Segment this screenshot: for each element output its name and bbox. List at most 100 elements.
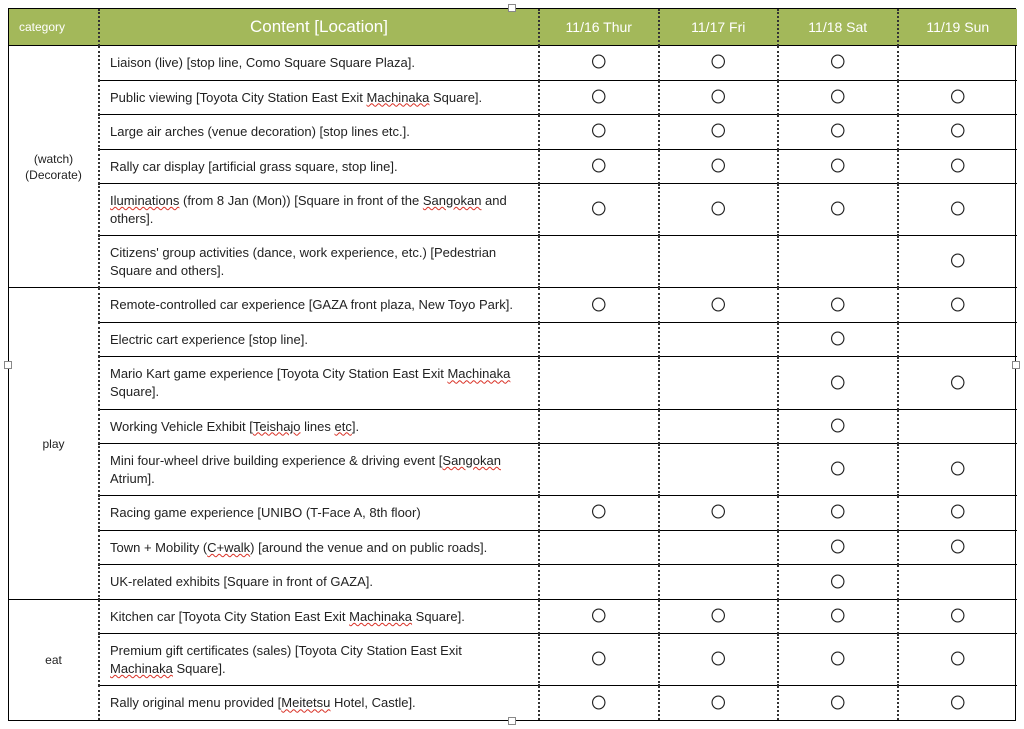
day-cell: 〇 <box>898 634 1018 686</box>
day-cell: 〇 <box>659 46 779 81</box>
col-header-day-3: 11/19 Sun <box>898 9 1018 46</box>
day-cell: 〇 <box>898 184 1018 236</box>
day-cell: 〇 <box>778 634 898 686</box>
table-row: eatKitchen car [Toyota City Station East… <box>9 599 1017 634</box>
col-header-day-1: 11/17 Fri <box>659 9 779 46</box>
day-cell: 〇 <box>898 236 1018 288</box>
day-cell: 〇 <box>898 599 1018 634</box>
table-row: UK-related exhibits [Square in front of … <box>9 565 1017 600</box>
day-cell: 〇 <box>539 149 659 184</box>
day-cell <box>539 565 659 600</box>
content-cell: Electric cart experience [stop line]. <box>99 322 539 357</box>
day-cell <box>659 565 779 600</box>
day-cell: 〇 <box>539 288 659 323</box>
day-cell <box>898 46 1018 81</box>
content-cell: Town + Mobility (C+walk) [around the ven… <box>99 530 539 565</box>
day-cell: 〇 <box>778 115 898 150</box>
col-header-category: category <box>9 9 99 46</box>
col-header-content: Content [Location] <box>99 9 539 46</box>
day-cell: 〇 <box>539 599 659 634</box>
day-cell: 〇 <box>778 599 898 634</box>
day-cell <box>659 236 779 288</box>
content-cell: Remote-controlled car experience [GAZA f… <box>99 288 539 323</box>
day-cell: 〇 <box>539 184 659 236</box>
day-cell: 〇 <box>778 46 898 81</box>
day-cell <box>539 322 659 357</box>
day-cell: 〇 <box>898 115 1018 150</box>
day-cell: 〇 <box>659 496 779 531</box>
day-cell: 〇 <box>778 686 898 720</box>
content-cell: UK-related exhibits [Square in front of … <box>99 565 539 600</box>
table-row: playRemote-controlled car experience [GA… <box>9 288 1017 323</box>
header-row: category Content [Location] 11/16 Thur 1… <box>9 9 1017 46</box>
table-row: Electric cart experience [stop line].〇 <box>9 322 1017 357</box>
day-cell: 〇 <box>898 444 1018 496</box>
day-cell <box>539 409 659 444</box>
table-row: Premium gift certificates (sales) [Toyot… <box>9 634 1017 686</box>
day-cell <box>659 357 779 409</box>
content-cell: Mario Kart game experience [Toyota City … <box>99 357 539 409</box>
day-cell: 〇 <box>778 530 898 565</box>
resize-handle-left[interactable] <box>4 361 12 369</box>
schedule-table-wrapper: category Content [Location] 11/16 Thur 1… <box>8 8 1016 721</box>
day-cell: 〇 <box>539 634 659 686</box>
day-cell: 〇 <box>659 80 779 115</box>
content-cell: Rally original menu provided [Meitetsu H… <box>99 686 539 720</box>
table-row: Working Vehicle Exhibit [Teishajo lines … <box>9 409 1017 444</box>
table-row: Citizens' group activities (dance, work … <box>9 236 1017 288</box>
col-header-day-0: 11/16 Thur <box>539 9 659 46</box>
day-cell: 〇 <box>778 357 898 409</box>
day-cell: 〇 <box>778 288 898 323</box>
day-cell <box>539 357 659 409</box>
day-cell: 〇 <box>778 444 898 496</box>
day-cell: 〇 <box>898 686 1018 720</box>
day-cell: 〇 <box>898 496 1018 531</box>
day-cell <box>898 565 1018 600</box>
content-cell: Public viewing [Toyota City Station East… <box>99 80 539 115</box>
day-cell: 〇 <box>539 115 659 150</box>
schedule-table: category Content [Location] 11/16 Thur 1… <box>9 9 1017 720</box>
day-cell: 〇 <box>898 149 1018 184</box>
table-row: Iluminations (from 8 Jan (Mon)) [Square … <box>9 184 1017 236</box>
col-header-day-2: 11/18 Sat <box>778 9 898 46</box>
content-cell: Racing game experience [UNIBO (T-Face A,… <box>99 496 539 531</box>
content-cell: Premium gift certificates (sales) [Toyot… <box>99 634 539 686</box>
content-cell: Iluminations (from 8 Jan (Mon)) [Square … <box>99 184 539 236</box>
day-cell <box>539 444 659 496</box>
day-cell: 〇 <box>778 184 898 236</box>
day-cell <box>659 444 779 496</box>
resize-handle-top[interactable] <box>508 4 516 12</box>
day-cell: 〇 <box>539 80 659 115</box>
day-cell: 〇 <box>778 565 898 600</box>
content-cell: Liaison (live) [stop line, Como Square S… <box>99 46 539 81</box>
day-cell: 〇 <box>898 357 1018 409</box>
content-cell: Working Vehicle Exhibit [Teishajo lines … <box>99 409 539 444</box>
day-cell: 〇 <box>898 530 1018 565</box>
content-cell: Kitchen car [Toyota City Station East Ex… <box>99 599 539 634</box>
content-cell: Mini four-wheel drive building experienc… <box>99 444 539 496</box>
day-cell <box>659 409 779 444</box>
day-cell: 〇 <box>659 686 779 720</box>
day-cell: 〇 <box>659 184 779 236</box>
resize-handle-bottom[interactable] <box>508 717 516 725</box>
day-cell: 〇 <box>539 686 659 720</box>
day-cell: 〇 <box>659 288 779 323</box>
day-cell <box>539 236 659 288</box>
day-cell: 〇 <box>659 634 779 686</box>
day-cell <box>898 322 1018 357</box>
day-cell: 〇 <box>659 149 779 184</box>
day-cell: 〇 <box>778 80 898 115</box>
day-cell: 〇 <box>659 599 779 634</box>
category-cell: (watch)(Decorate) <box>9 46 99 288</box>
table-row: Rally car display [artificial grass squa… <box>9 149 1017 184</box>
resize-handle-right[interactable] <box>1012 361 1020 369</box>
table-row: Mario Kart game experience [Toyota City … <box>9 357 1017 409</box>
day-cell <box>659 530 779 565</box>
day-cell: 〇 <box>539 46 659 81</box>
table-row: (watch)(Decorate)Liaison (live) [stop li… <box>9 46 1017 81</box>
day-cell: 〇 <box>659 115 779 150</box>
day-cell <box>778 236 898 288</box>
day-cell: 〇 <box>778 496 898 531</box>
table-row: Large air arches (venue decoration) [sto… <box>9 115 1017 150</box>
table-row: Town + Mobility (C+walk) [around the ven… <box>9 530 1017 565</box>
